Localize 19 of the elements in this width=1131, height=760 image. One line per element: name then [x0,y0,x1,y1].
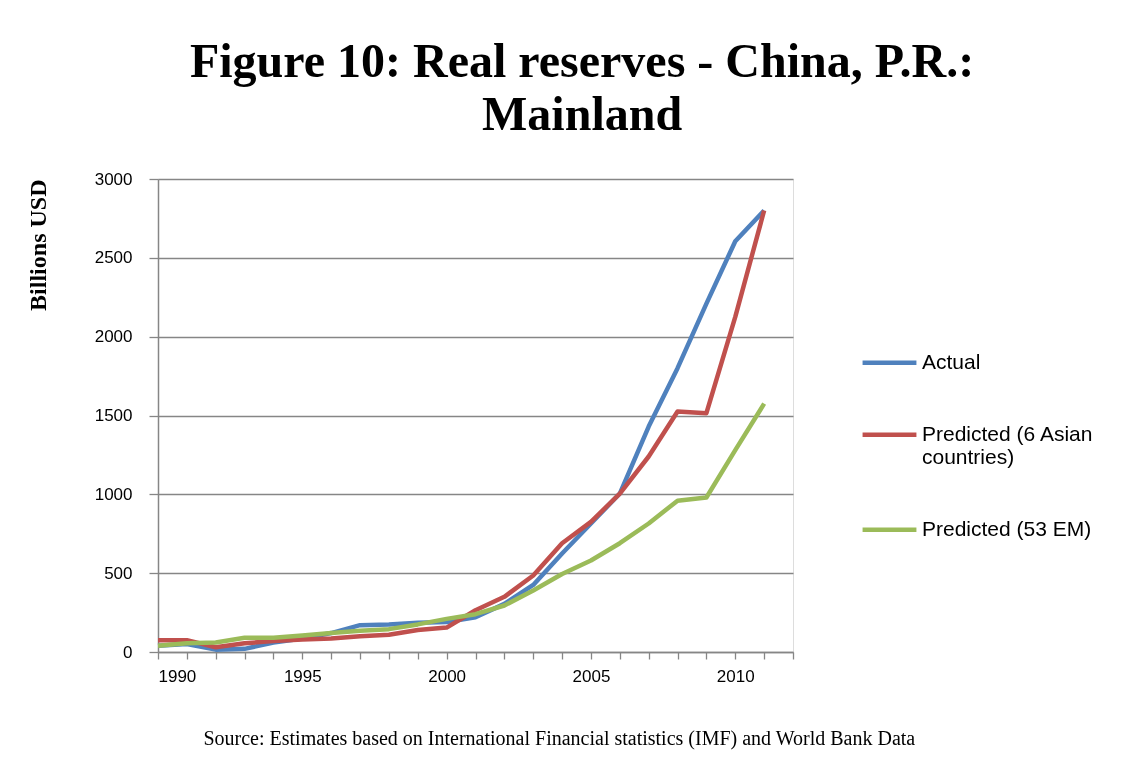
y-tick-label: 1500 [94,406,133,425]
y-axis-title: Billions USD [24,179,51,311]
y-tick-label: 1000 [94,484,133,504]
x-tick-label: 2005 [572,666,611,686]
y-tick-label: 2000 [94,327,133,347]
x-tick-label: 2000 [428,666,467,686]
x-tick-label: 1995 [283,666,322,686]
y-tick-label: 3000 [94,169,133,189]
y-tick-label: 0 [123,642,133,662]
legend-label: Predicted (6 Asian countries) [922,421,1093,468]
source-note: Source: Estimates based on International Financial statistics (IMF) and World Bank Data [203,727,916,750]
legend-label: Actual [922,349,981,373]
legend-label: Predicted (53 EM) [922,516,1092,540]
x-tick-label: 1990 [158,666,197,686]
chart-title: Figure 10: Real reserves - China, P.R.: Mainland [189,34,975,140]
line-series [155,401,767,648]
y-tick-label: 500 [104,563,133,583]
y-tick-label: 2500 [94,248,133,268]
x-tick-label: 2010 [716,666,755,686]
